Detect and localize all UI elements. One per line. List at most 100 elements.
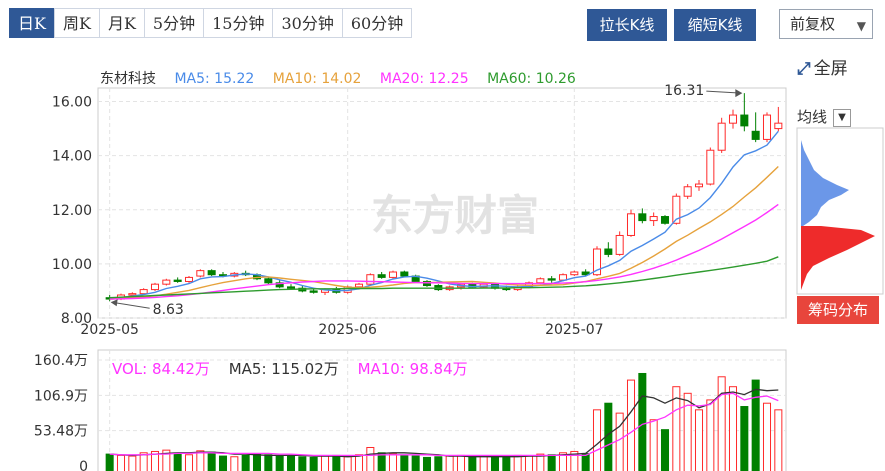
volume-bar (275, 455, 284, 471)
volume-tick-label: 160.4万 (34, 353, 88, 369)
volume-bar (343, 456, 352, 471)
volume-bar (558, 452, 568, 471)
date-tick-label: 2025-07 (545, 322, 604, 338)
chevron-down-icon: ▼ (833, 108, 852, 127)
candle-body (762, 114, 772, 140)
vol-value: VOL: 84.42万 (112, 360, 210, 378)
ma5-value: MA5: 15.22 (174, 71, 255, 87)
volume-bar (162, 449, 171, 471)
candle-body (252, 274, 262, 280)
candle-body (332, 289, 341, 293)
volume-bar (728, 386, 738, 471)
tab-daily[interactable]: 日K (9, 8, 55, 38)
volume-bar (150, 450, 160, 471)
volume-bar (230, 456, 239, 471)
tab-weekly[interactable]: 周K (53, 8, 100, 38)
volume-bar (218, 455, 228, 471)
candle-body (105, 297, 114, 300)
shrink-kline-button[interactable]: 缩短K线 (674, 9, 756, 41)
candle-body (626, 213, 636, 236)
candle-body (547, 278, 556, 281)
volume-bar (309, 456, 318, 471)
adjust-label: 前复权 (790, 15, 836, 33)
volume-bar (445, 455, 454, 471)
low-pointer-line (111, 301, 150, 309)
fullscreen-button[interactable]: ⤢ 全屏 (797, 54, 848, 79)
ma20-line (109, 203, 779, 300)
candle-body (241, 272, 250, 276)
tab-15min[interactable]: 15分钟 (203, 8, 274, 38)
chart-grid (97, 87, 787, 471)
candle-body (422, 280, 432, 287)
candle-body (502, 287, 511, 291)
tab-60min[interactable]: 60分钟 (341, 8, 413, 38)
vol-ma10-line (109, 392, 779, 457)
ma-selector-label: 均线 (797, 108, 828, 126)
candle-body (366, 274, 375, 285)
volume-bar (490, 456, 500, 471)
volume-bar (592, 409, 602, 471)
candle-body (343, 286, 352, 293)
volume-bar (638, 372, 647, 471)
chip-distribution-chart (796, 127, 884, 295)
candle-body (354, 283, 364, 288)
candle-body (320, 289, 330, 293)
candle-body (162, 279, 171, 285)
ma60-line (109, 256, 779, 299)
volume-bar (547, 454, 556, 471)
volume-bar (411, 455, 420, 471)
watermark: 东方财富 (371, 191, 539, 240)
candle-body (604, 248, 613, 255)
stretch-kline-button[interactable]: 拉长K线 (587, 9, 667, 41)
candle-body (513, 286, 522, 291)
candle-body (660, 216, 670, 224)
volume-bar (116, 454, 126, 471)
candle-body (524, 282, 534, 288)
volume-bar (298, 456, 307, 471)
vol-ma5-value: MA5: 115.02万 (228, 360, 339, 378)
volume-bar (740, 406, 749, 471)
volume-bar (207, 451, 216, 471)
volume-bar (774, 409, 783, 471)
candle-body (139, 289, 148, 295)
period-tabs: 日K 周K 月K 5分钟 15分钟 30分钟 60分钟 (9, 8, 413, 38)
volume-bar (717, 376, 726, 471)
tab-5min[interactable]: 5分钟 (143, 8, 205, 38)
ma20-value: MA20: 12.25 (379, 71, 469, 87)
candle-body (649, 216, 658, 222)
candle-body (490, 283, 500, 289)
volume-bar (252, 453, 262, 471)
date-tick-label: 2025-05 (80, 322, 139, 338)
price-panel-frame (97, 87, 787, 319)
high-pointer-line (706, 90, 742, 94)
volume-bar (694, 409, 704, 471)
low-price-label: 8.63 (153, 302, 184, 318)
candle-body (434, 285, 443, 291)
price-tick-label: 12.00 (52, 203, 92, 219)
chip-distribution-button[interactable]: 筹码分布 (797, 296, 879, 324)
tab-monthly[interactable]: 月K (98, 8, 145, 38)
candle-body (456, 283, 466, 288)
ma-selector[interactable]: 均线 ▼ (797, 106, 852, 127)
candle-body (196, 270, 205, 277)
candle-body (275, 282, 284, 288)
ma10-line (109, 165, 779, 300)
high-price-label: 16.31 (664, 83, 704, 99)
candle-body (388, 271, 398, 278)
volume-bar (105, 453, 114, 471)
adjust-select[interactable]: 前复权 ▼ (779, 9, 873, 39)
candle-body (570, 271, 579, 276)
volume-bar (683, 392, 692, 471)
candle-body (230, 272, 239, 277)
volume-bar (468, 456, 477, 471)
volume-bar (604, 402, 613, 471)
chevron-down-icon: ▼ (856, 19, 866, 33)
candle-body (728, 114, 738, 124)
date-tick-label: 2025-06 (318, 322, 377, 338)
volume-bar (196, 450, 205, 471)
price-tick-label: 16.00 (52, 95, 92, 111)
volume-bar (536, 453, 545, 471)
tab-30min[interactable]: 30分钟 (272, 8, 343, 38)
candle-body (264, 278, 273, 284)
stock-name: 东材科技 (100, 71, 156, 87)
